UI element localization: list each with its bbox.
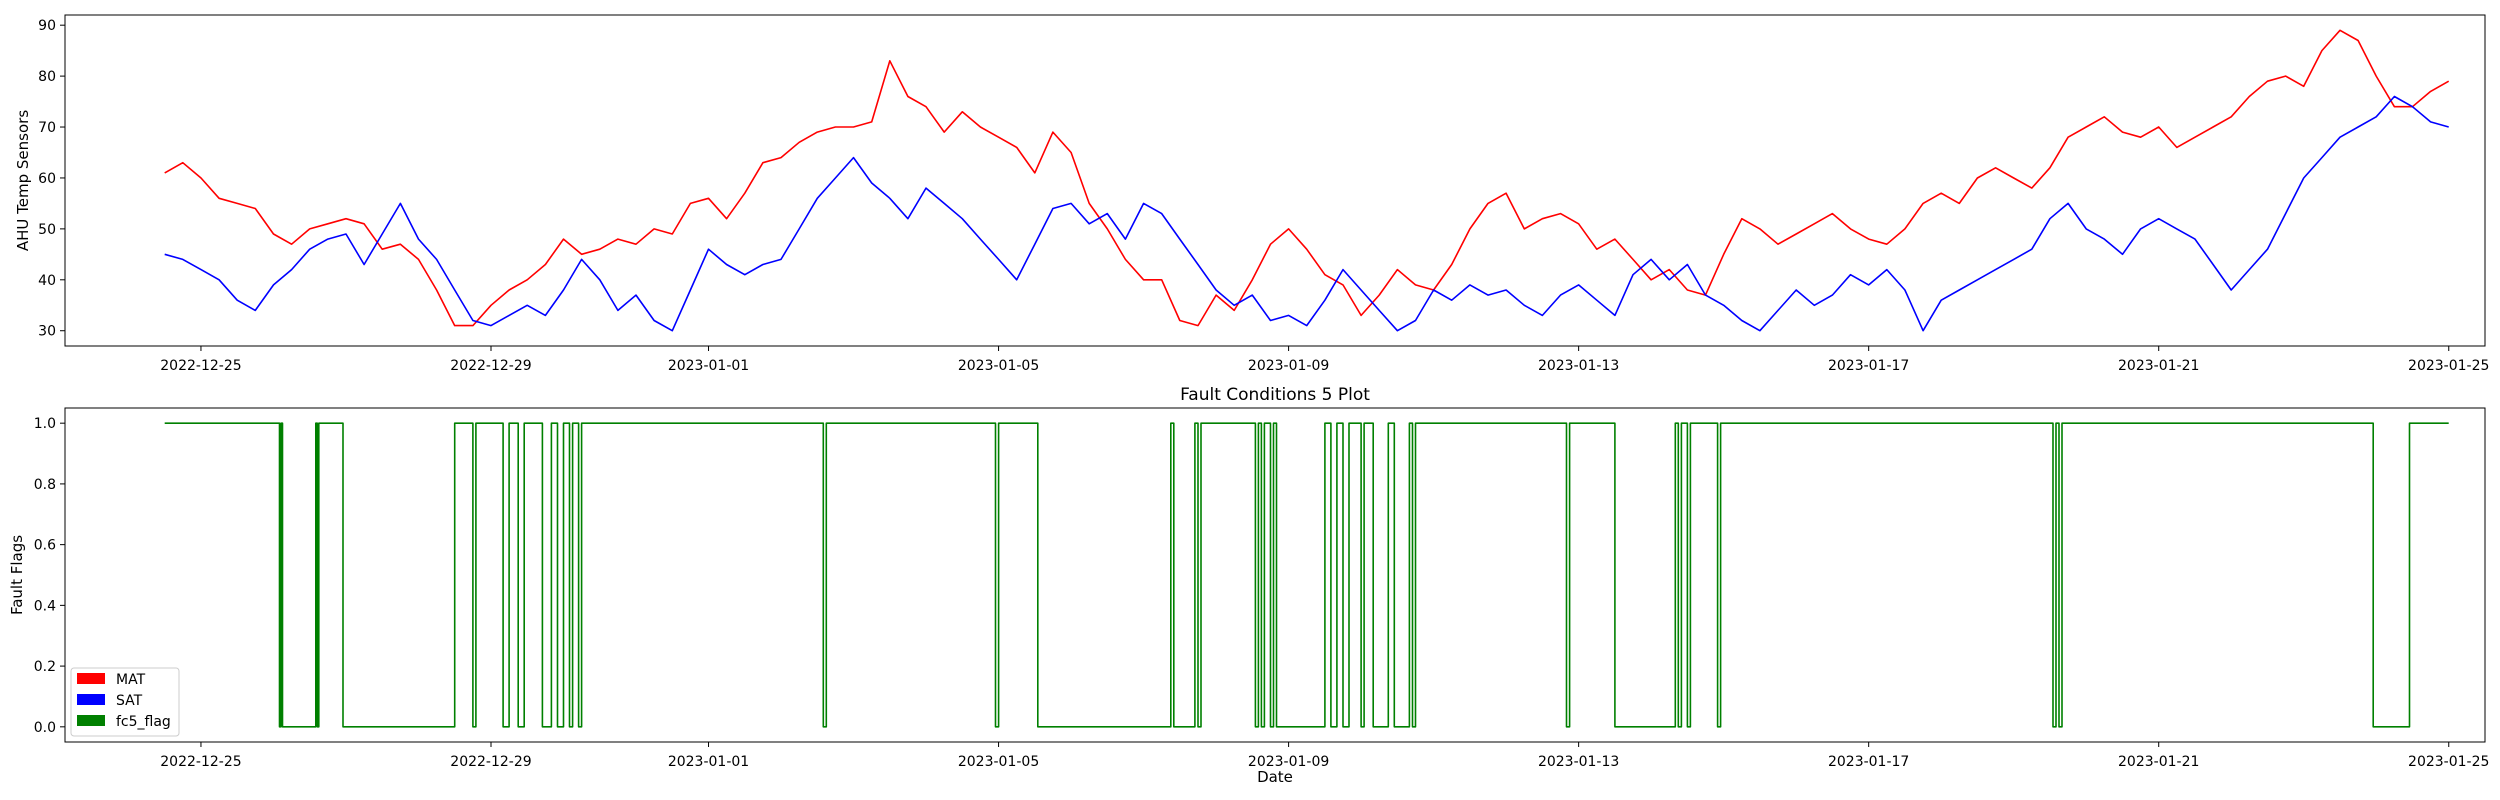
temp-sensors-plot: 30 40 50 60 70 80 90 2022-12-25 2022-12-29 2023-…	[14, 14, 2489, 374]
temp-x-tick-label: 2023-01-21	[2118, 358, 2199, 374]
fault-axes-frame	[64, 407, 2486, 743]
fault-x-tick-label: 2023-01-17	[1828, 754, 1909, 770]
temp-y-ticks: 30 40 50 60 70 80 90	[38, 18, 65, 340]
fault-x-tick-label: 2023-01-09	[1248, 754, 1329, 770]
legend-label-fc5-flag: fc5_flag	[116, 714, 171, 730]
temp-y-tick-label: 90	[38, 18, 56, 34]
temp-y-tick-label: 30	[38, 324, 56, 340]
legend-label-sat: SAT	[116, 693, 143, 709]
fault-x-tick-label: 2023-01-21	[2118, 754, 2199, 770]
fault-plot-title: Fault Conditions 5 Plot	[1180, 385, 1370, 405]
temp-x-tick-label: 2022-12-25	[160, 358, 241, 374]
temp-x-ticks: 2022-12-25 2022-12-29 2023-01-01 2023-01-05…	[160, 346, 2489, 374]
fault-y-tick-label: 0.6	[34, 538, 56, 554]
fault-y-axis-label: Fault Flags	[8, 535, 26, 615]
fault-x-tick-label: 2023-01-25	[2408, 754, 2489, 770]
temp-y-tick-label: 80	[38, 69, 56, 85]
temp-y-tick-label: 70	[38, 120, 56, 136]
temp-y-tick-label: 50	[38, 222, 56, 238]
fault-x-tick-label: 2022-12-25	[160, 754, 241, 770]
fault-conditions-plot: Fault Conditions 5 Plot 0.0 0.2 0.4 0.6 0.8 1…	[8, 385, 2489, 786]
temp-x-tick-label: 2023-01-01	[668, 358, 749, 374]
temp-axes-frame	[64, 14, 2486, 347]
temp-x-tick-label: 2023-01-25	[2408, 358, 2489, 374]
temp-y-axis-label: AHU Temp Sensors	[14, 110, 32, 251]
fault-x-tick-label: 2023-01-05	[958, 754, 1039, 770]
fault-y-ticks: 0.0 0.2 0.4 0.6 0.8 1.0	[34, 416, 65, 736]
series-line-fc5-flag	[164, 422, 2449, 728]
legend-item-sat: SAT	[77, 693, 143, 709]
fault-y-tick-label: 1.0	[34, 416, 56, 432]
fault-x-axis-label: Date	[1257, 768, 1293, 786]
series-line-sat	[164, 95, 2449, 332]
legend-swatch-mat	[77, 673, 105, 684]
fault-y-tick-label: 0.2	[34, 659, 56, 675]
temp-series	[164, 29, 2450, 332]
legend-item-mat: MAT	[77, 672, 146, 688]
legend-label-mat: MAT	[116, 672, 146, 688]
temp-x-tick-label: 2023-01-13	[1538, 358, 1619, 374]
temp-x-tick-label: 2023-01-09	[1248, 358, 1329, 374]
legend-item-fc5-flag: fc5_flag	[77, 714, 171, 730]
fault-x-ticks: 2022-12-25 2022-12-29 2023-01-01 2023-01-05…	[160, 742, 2489, 770]
fault-y-tick-label: 0.8	[34, 477, 56, 493]
series-line-mat	[164, 29, 2450, 327]
legend-swatch-fc5-flag	[77, 715, 105, 726]
fault-series	[164, 422, 2449, 728]
legend-swatch-sat	[77, 694, 105, 705]
fault-x-tick-label: 2022-12-29	[450, 754, 531, 770]
legend: MAT SAT fc5_flag	[70, 667, 180, 737]
temp-x-tick-label: 2023-01-17	[1828, 358, 1909, 374]
temp-x-tick-label: 2022-12-29	[450, 358, 531, 374]
temp-y-tick-label: 40	[38, 273, 56, 289]
fault-x-tick-label: 2023-01-13	[1538, 754, 1619, 770]
fault-x-tick-label: 2023-01-01	[668, 754, 749, 770]
temp-y-tick-label: 60	[38, 171, 56, 187]
fault-y-tick-label: 0.4	[34, 598, 56, 614]
temp-x-tick-label: 2023-01-05	[958, 358, 1039, 374]
fault-y-tick-label: 0.0	[34, 720, 56, 736]
